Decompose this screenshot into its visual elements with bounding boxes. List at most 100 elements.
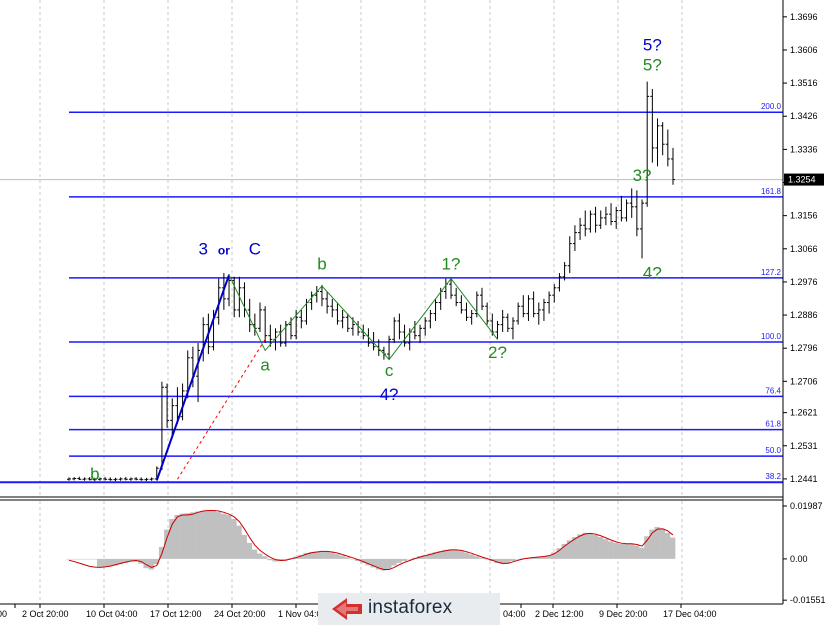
oscillator-bar — [458, 550, 464, 559]
wave-labels: b 3 or Cb a c 4? 1? 2? 3? 4? 5? 5? — [90, 35, 662, 483]
ohlc-bar — [578, 217, 583, 240]
oscillator-bar — [339, 555, 346, 559]
oscillator-tick-label: -0.01551 — [790, 595, 825, 605]
oscillator-bar — [463, 552, 469, 559]
ohlc-bar — [464, 302, 469, 321]
ohlc-bar — [412, 320, 417, 340]
oscillator-bar — [329, 552, 335, 559]
oscillator-bar — [102, 558, 108, 567]
oscillator-bar — [303, 553, 309, 559]
oscillator-bar — [602, 539, 609, 559]
wave-lines — [155, 274, 498, 481]
ohlc-bar — [340, 309, 345, 329]
time-tick-label: 17 Oct 12:00 — [150, 609, 202, 619]
ohlc-bar — [139, 477, 144, 481]
ohlc-bar — [629, 188, 634, 218]
wave-label: b — [317, 254, 326, 273]
ohlc-bar — [583, 210, 588, 237]
oscillator-bar — [592, 534, 598, 559]
wave-line — [155, 274, 230, 481]
oscillator-bar — [220, 513, 227, 559]
oscillator-bar — [122, 558, 129, 563]
oscillator-bar — [267, 558, 273, 561]
ohlc-bar — [505, 313, 510, 332]
ohlc-bar — [314, 285, 319, 303]
oscillator-bar — [582, 532, 588, 559]
ohlc-bar — [531, 291, 536, 318]
price-tick-label: 1.2531 — [790, 441, 818, 451]
fib-level-label: 161.8 — [761, 187, 782, 196]
ohlc-bar — [144, 477, 149, 482]
fibonacci-levels: 200.0 161.8 127.2 100.0 76.4 61.8 50.0 38.2 — [0, 102, 783, 484]
ohlc-bar — [500, 309, 505, 332]
oscillator-bar — [184, 513, 191, 559]
ohlc-bar — [624, 199, 629, 222]
ohlc-bar — [665, 129, 670, 167]
fib-level-label: 38.2 — [765, 472, 781, 481]
time-tick-label: 10 Oct 04:00 — [86, 609, 138, 619]
ohlc-bar — [614, 206, 619, 229]
oscillator-bar — [535, 556, 542, 559]
time-axis: 00 2 Oct 20:00 10 Oct 04:00 17 Oct 12:00 24 … — [0, 604, 717, 619]
wave-line — [176, 339, 266, 480]
time-tick-label: 17 Dec 04:00 — [663, 609, 717, 619]
ohlc-bar — [87, 477, 92, 481]
ohlc-bar — [128, 477, 133, 481]
oscillator-bar — [670, 537, 676, 559]
price-tick-label: 1.2796 — [790, 343, 818, 353]
ohlc-bar — [671, 147, 675, 185]
ohlc-bar — [619, 195, 624, 222]
ohlc-bar — [572, 225, 577, 251]
ohlc-bar — [495, 320, 500, 340]
wave-label: C — [249, 240, 261, 259]
oscillator-bar — [504, 558, 511, 564]
fib-level-label: 76.4 — [765, 386, 781, 395]
ohlc-bar — [309, 291, 314, 310]
oscillator-bar — [422, 554, 428, 559]
oscillator-bar — [478, 557, 485, 559]
wave-label: b — [90, 464, 99, 483]
fib-level-label: 61.8 — [765, 420, 781, 429]
oscillator-bar — [246, 542, 253, 559]
ohlc-bar — [588, 210, 593, 233]
current-price-tag: 1.3254 — [784, 173, 824, 186]
oscillator-bar — [251, 549, 258, 559]
oscillator-bar — [365, 558, 371, 566]
oscillator-bar — [318, 550, 325, 559]
fib-level-label: 127.2 — [761, 268, 782, 277]
oscillator-bar — [148, 558, 154, 570]
wave-label: 3? — [633, 166, 652, 185]
oscillator-bar — [437, 550, 444, 559]
wave-label: 2? — [488, 343, 507, 362]
ohlc-bar — [67, 477, 71, 481]
oscillator-bar — [231, 518, 237, 559]
ohlc-bar — [449, 277, 454, 299]
oscillator-bar — [344, 557, 351, 559]
ohlc-bar — [562, 262, 567, 281]
ohlc-bar — [108, 477, 113, 481]
price-tick-label: 1.3156 — [790, 211, 818, 221]
ohlc-bar — [443, 278, 448, 299]
ohlc-bar — [180, 383, 185, 421]
ohlc-bar — [134, 477, 139, 481]
wave-label: 1? — [442, 254, 461, 273]
time-tick-label: 1 Nov 04:00 — [278, 609, 327, 619]
oscillator-bar — [174, 514, 180, 559]
ohlc-bar — [402, 324, 407, 347]
price-tick-label: 1.3606 — [790, 45, 818, 55]
wave-label: 4? — [380, 385, 399, 404]
fib-level-label: 50.0 — [765, 446, 781, 455]
ohlc-bar — [423, 317, 428, 336]
ohlc-bar — [634, 190, 639, 237]
price-tick-label: 1.2441 — [790, 474, 818, 484]
wave-label: 5? — [643, 56, 662, 75]
wave-line — [228, 274, 498, 361]
ohlc-bar — [397, 313, 402, 340]
ohlc-bar — [381, 346, 386, 360]
ohlc-bar — [118, 477, 123, 481]
oscillator-bar — [375, 558, 382, 570]
ohlc-bar — [567, 236, 572, 274]
ohlc-bar — [258, 302, 263, 332]
oscillator-signal-line — [68, 509, 674, 571]
oscillator-bar — [117, 558, 124, 565]
